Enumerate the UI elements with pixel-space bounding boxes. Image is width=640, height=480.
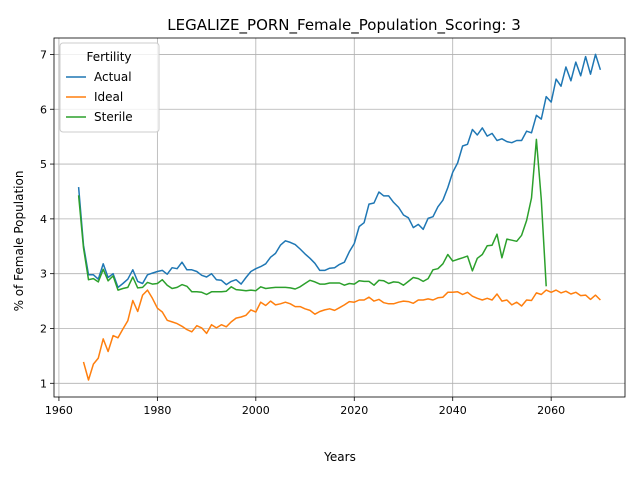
y-tick-label: 1	[40, 377, 47, 390]
legend-title: Fertility	[86, 50, 131, 64]
y-tick-label: 2	[40, 322, 47, 335]
x-tick-label: 2020	[340, 404, 368, 417]
legend-label-sterile: Sterile	[94, 110, 133, 124]
y-tick-label: 7	[40, 48, 47, 61]
legend-items: Actual Ideal Sterile	[66, 70, 133, 124]
legend-box	[59, 42, 160, 133]
y-axis-label: % of Female Population	[12, 171, 26, 312]
x-axis-label: Years	[323, 450, 356, 464]
y-tick-label: 3	[40, 268, 47, 281]
series-lines	[77, 53, 602, 381]
x-tick-label: 2060	[537, 404, 565, 417]
y-tick-label: 4	[40, 213, 47, 226]
y-tick-label: 5	[40, 158, 47, 171]
series-line-ideal	[82, 289, 601, 381]
series-line-actual	[77, 53, 602, 289]
plot-frame	[53, 37, 626, 398]
x-tick-label: 1980	[143, 404, 171, 417]
legend-label-actual: Actual	[94, 70, 132, 84]
x-tick-label: 1960	[45, 404, 73, 417]
x-tick-label: 2040	[439, 404, 467, 417]
x-tick-label: 2000	[242, 404, 270, 417]
y-axis: 1 2 3 4 5 6 7	[40, 48, 54, 390]
legend-label-ideal: Ideal	[94, 90, 123, 104]
chart-title: LEGALIZE_PORN_Female_Population_Scoring:…	[167, 16, 520, 35]
series-line-sterile	[77, 138, 547, 296]
x-axis: 1960 1980 2000 2020 2040 2060	[45, 397, 565, 417]
legend: Fertility Actual Ideal Sterile	[59, 42, 160, 133]
y-tick-label: 6	[40, 103, 47, 116]
